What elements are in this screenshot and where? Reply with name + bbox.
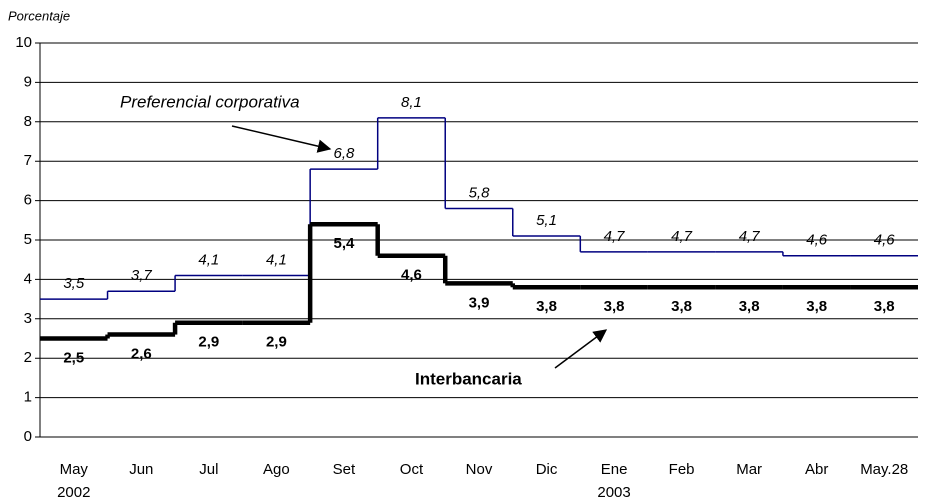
data-label: 5,1 [536, 212, 557, 229]
data-label: 2,9 [198, 334, 219, 351]
legend-label: Interbancaria [415, 369, 522, 388]
data-label: 8,1 [401, 94, 422, 111]
y-tick-label: 10 [15, 34, 32, 51]
x-tick-label: Ago [263, 461, 290, 478]
data-label: 2,5 [63, 349, 84, 366]
x-tick-label: Nov [466, 461, 493, 478]
x-tick-label: Feb [669, 461, 695, 478]
y-tick-label: 0 [24, 428, 32, 445]
y-tick-label: 3 [24, 310, 32, 327]
y-tick-label: 2 [24, 349, 32, 366]
data-label: 5,4 [333, 235, 355, 252]
data-label: 4,6 [401, 267, 422, 284]
data-label: 2,6 [131, 346, 152, 363]
data-label: 3,8 [671, 298, 692, 315]
data-label: 6,8 [333, 145, 355, 162]
data-label: 3,7 [131, 267, 153, 284]
x-tick-label: Mar [736, 461, 762, 478]
y-tick-label: 9 [24, 73, 32, 90]
y-tick-label: 8 [24, 113, 32, 130]
data-label: 3,5 [63, 275, 85, 292]
x-tick-label: Abr [805, 461, 828, 478]
x-tick-label: Set [333, 461, 356, 478]
data-label: 5,8 [469, 184, 491, 201]
data-label: 3,8 [806, 298, 827, 315]
x-tick-label: Oct [400, 461, 424, 478]
y-tick-label: 5 [24, 231, 32, 248]
data-label: 3,8 [536, 298, 557, 315]
x-tick-label: Ene 2003 [597, 461, 630, 501]
data-label: 4,7 [604, 228, 626, 245]
data-label: 2,9 [266, 334, 287, 351]
x-tick-label: May.28 [860, 461, 908, 478]
legend-label: Preferencial corporativa [120, 92, 300, 111]
y-tick-label: 1 [24, 389, 32, 406]
x-tick-label: Jun [129, 461, 153, 478]
data-label: 4,6 [806, 232, 828, 249]
data-label: 3,8 [604, 298, 625, 315]
data-label: 4,1 [198, 251, 219, 268]
annotation-arrow [231, 125, 332, 153]
x-tick-label: Dic [536, 461, 558, 478]
y-tick-label: 4 [24, 270, 32, 287]
y-tick-label: 6 [24, 192, 32, 209]
data-label: 3,8 [874, 298, 895, 315]
x-tick-label: May 2002 [57, 461, 90, 501]
data-label: 4,7 [671, 228, 693, 245]
annotation-arrow [554, 329, 608, 369]
y-tick-label: 7 [24, 152, 32, 169]
data-label: 4,7 [739, 228, 761, 245]
data-label: 4,6 [874, 232, 896, 249]
x-tick-label: Jul [199, 461, 218, 478]
data-label: 3,8 [739, 298, 760, 315]
data-label: 4,1 [266, 251, 287, 268]
data-label: 3,9 [469, 294, 490, 311]
y-axis-label: Porcentaje [8, 8, 70, 23]
